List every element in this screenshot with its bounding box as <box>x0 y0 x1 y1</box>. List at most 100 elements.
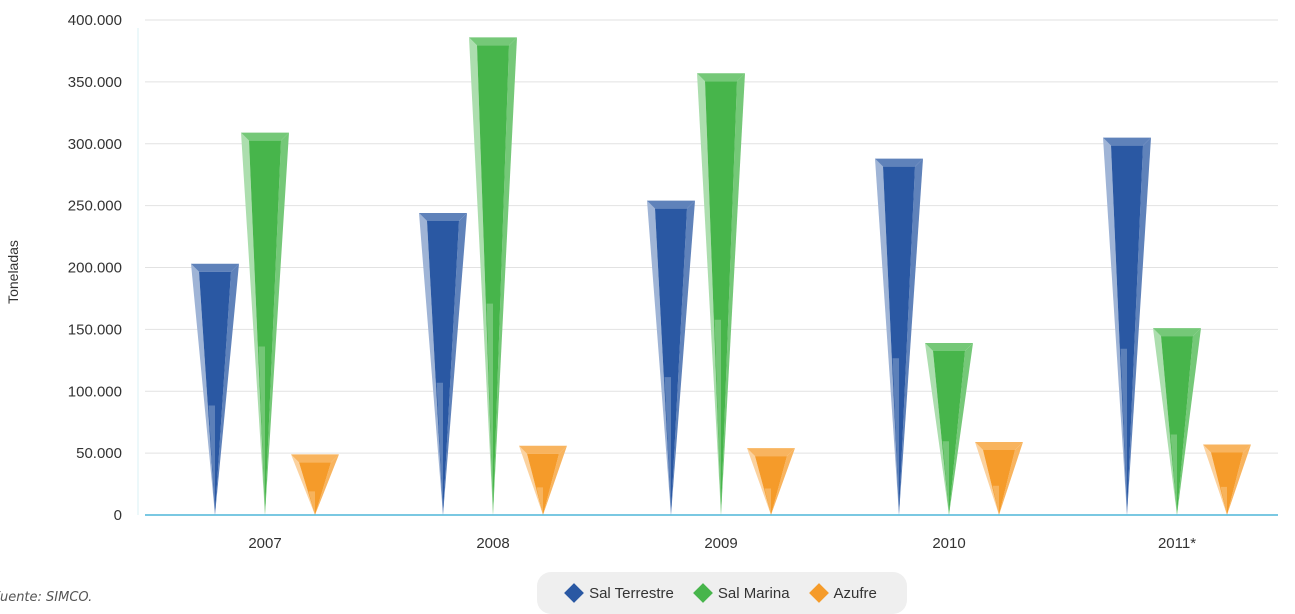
legend-swatch <box>808 583 829 603</box>
x-tick-label: 2008 <box>476 535 509 552</box>
legend-label: Azufre <box>833 584 877 602</box>
bar-azufre-2011* <box>1203 444 1251 515</box>
bar-face-left <box>647 200 671 516</box>
bar-face-right <box>949 342 973 515</box>
bar-sal-marina-2008 <box>469 37 517 515</box>
bar-face-front <box>249 140 281 516</box>
bar-face-front <box>527 453 559 515</box>
bar-face-top <box>925 342 973 351</box>
y-tick-label: 150.000 <box>68 321 122 338</box>
bar-highlight <box>308 491 315 515</box>
bar-face-left <box>291 454 315 515</box>
legend-item-sal-marina: Sal Marina <box>692 583 790 603</box>
bar-azufre-2008 <box>519 445 567 515</box>
bar-highlight <box>486 303 493 515</box>
legend-item-azufre: Azufre <box>808 583 877 603</box>
bar-face-front <box>1161 336 1193 515</box>
bar-highlight <box>764 488 771 515</box>
bar-face-top <box>697 73 745 82</box>
bar-face-top <box>419 213 467 222</box>
bar-face-right <box>1177 328 1201 515</box>
bar-face-front <box>933 350 965 515</box>
bar-face-right <box>671 200 695 516</box>
legend-swatch <box>564 583 584 603</box>
bar-sal-marina-2009 <box>697 73 745 516</box>
bar-sal-terrestre-2009 <box>647 200 695 516</box>
x-tick-labels: 2007 2008 2009 2010 2011* <box>248 535 1196 552</box>
bar-face-front <box>1211 452 1243 515</box>
bar-face-top <box>1153 328 1201 337</box>
bar-face-left <box>469 37 493 515</box>
bar-face-right <box>771 448 795 515</box>
bar-face-front <box>755 456 787 515</box>
bar-face-front <box>883 166 915 515</box>
bar-face-top <box>241 132 289 141</box>
bar-face-right <box>543 445 567 515</box>
bar-face-top <box>975 441 1023 450</box>
legend-swatch <box>692 583 713 603</box>
bar-highlight <box>714 319 721 515</box>
bar-face-top <box>1203 444 1251 453</box>
y-tick-labels: 0 50.000 100.000 150.000 200.000 250.000 300.0… <box>68 12 122 524</box>
bar-azufre-2010 <box>975 441 1023 515</box>
bar-azufre-2009 <box>747 448 795 515</box>
source-note: Fuente: SIMCO. <box>0 590 93 605</box>
bar-face-front <box>199 271 231 515</box>
y-tick-label: 250.000 <box>68 198 122 215</box>
bar-face-top <box>291 454 339 463</box>
bar-highlight <box>258 346 265 515</box>
bar-face-top <box>191 263 239 272</box>
bar-highlight <box>1120 348 1127 515</box>
bars <box>191 37 1251 516</box>
x-tick-label: 2009 <box>704 535 737 552</box>
bar-sal-terrestre-2010 <box>875 158 923 515</box>
bar-highlight <box>992 485 999 515</box>
bar-face-front <box>427 221 459 516</box>
bar-face-left <box>191 263 215 515</box>
bar-face-left <box>875 158 899 515</box>
bar-face-left <box>925 342 949 515</box>
bar-face-right <box>1227 444 1251 515</box>
bar-face-left <box>1203 444 1227 515</box>
legend-label: Sal Terrestre <box>589 584 674 602</box>
legend: Sal Terrestre Sal Marina Azufre <box>537 572 907 614</box>
bar-face-left <box>1103 137 1127 515</box>
bar-sal-terrestre-2008 <box>419 213 467 516</box>
bar-face-left <box>519 445 543 515</box>
bar-face-top <box>519 445 567 454</box>
bar-face-top <box>469 37 517 46</box>
bar-sal-marina-2011* <box>1153 328 1201 515</box>
y-tick-label: 350.000 <box>68 74 122 91</box>
y-tick-label: 0 <box>114 507 122 524</box>
y-tick-label: 300.000 <box>68 136 122 153</box>
bar-highlight <box>942 441 949 515</box>
bar-face-right <box>999 441 1023 515</box>
bar-highlight <box>536 487 543 515</box>
bar-highlight <box>1220 486 1227 515</box>
bar-face-left <box>747 448 771 515</box>
bar-face-left <box>419 213 443 516</box>
bar-face-right <box>721 73 745 516</box>
x-tick-label: 2010 <box>932 535 965 552</box>
x-tick-label: 2011* <box>1158 535 1196 552</box>
bar-face-right <box>1127 137 1151 515</box>
bar-face-right <box>315 454 339 515</box>
bar-highlight <box>664 377 671 515</box>
legend-label: Sal Marina <box>717 584 790 602</box>
bar-face-left <box>1153 328 1177 515</box>
bar-highlight <box>208 405 215 515</box>
bar-face-front <box>655 208 687 516</box>
y-tick-label: 100.000 <box>68 383 122 400</box>
bar-sal-terrestre-2011* <box>1103 137 1151 515</box>
bar-face-left <box>697 73 721 516</box>
bar-face-right <box>443 213 467 516</box>
y-axis-title: Toneladas <box>5 240 21 304</box>
legend-item-sal-terrestre: Sal Terrestre <box>564 583 674 603</box>
y-tick-label: 400.000 <box>68 12 122 29</box>
bar-azufre-2007 <box>291 454 339 515</box>
bar-face-right <box>493 37 517 515</box>
bar-highlight <box>436 382 443 515</box>
bar-face-right <box>215 263 239 515</box>
bar-face-right <box>899 158 923 515</box>
